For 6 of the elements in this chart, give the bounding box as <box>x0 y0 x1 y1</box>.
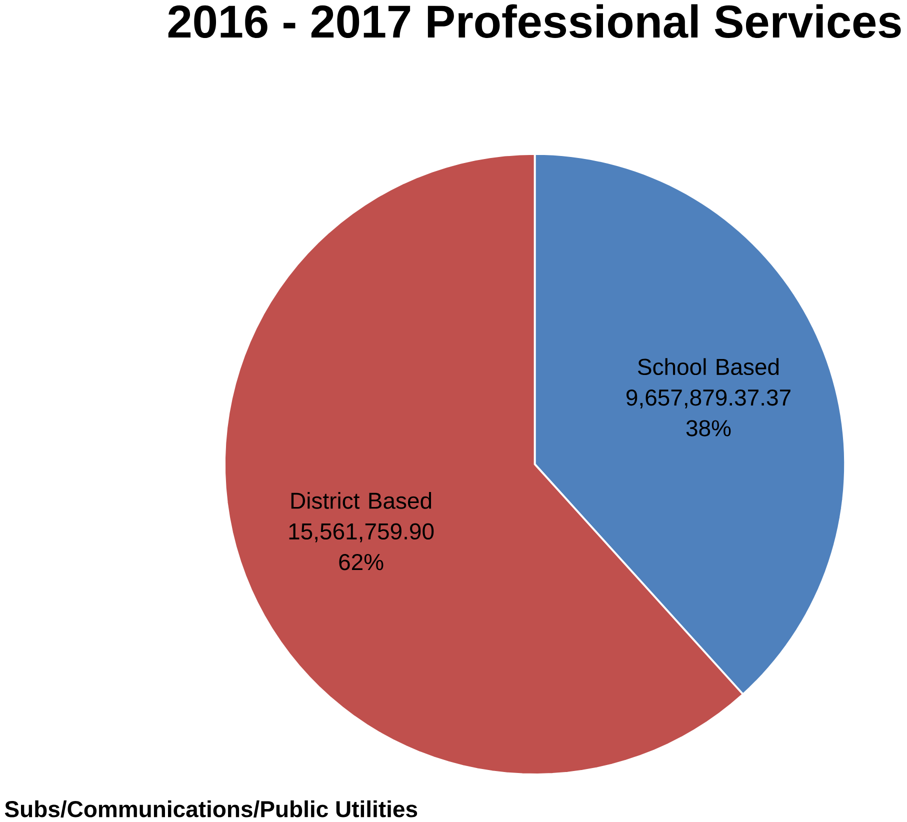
text: Subs/Communications/Public Utilities <box>4 800 418 818</box>
slice-label: District Based <box>291 492 432 510</box>
data-label: 9,657,879.37.37 38% <box>626 390 790 436</box>
chart-title: 2016 - 2017 Professional Services <box>168 4 901 38</box>
data-label: 15,561,759.90 62% <box>289 523 434 570</box>
slice-label: School Based <box>638 358 779 376</box>
